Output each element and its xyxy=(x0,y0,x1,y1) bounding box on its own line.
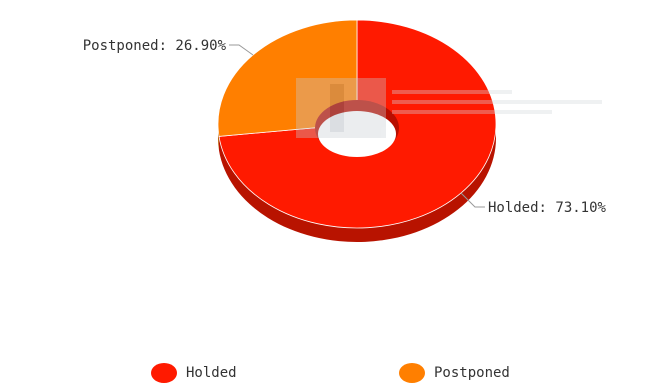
leader-line-postponed xyxy=(229,44,254,56)
legend: Holded Postponed xyxy=(0,360,666,388)
legend-swatch-holded xyxy=(151,363,177,383)
data-label-holded: Holded: 73.10% xyxy=(488,200,607,216)
leader-line-holded xyxy=(460,192,485,208)
legend-swatch-postponed xyxy=(399,363,425,383)
watermark-logo xyxy=(296,78,602,138)
data-label-postponed: Postponed: 26.90% xyxy=(83,38,227,54)
legend-item-postponed[interactable]: Postponed xyxy=(399,363,510,383)
hole-opening xyxy=(318,111,396,157)
legend-label-holded: Holded xyxy=(186,365,237,381)
legend-label-postponed: Postponed xyxy=(434,365,510,381)
donut-hole xyxy=(315,100,399,157)
legend-item-holded[interactable]: Holded xyxy=(151,363,237,383)
data-labels: Holded: 73.10% Postponed: 26.90% xyxy=(83,38,607,216)
